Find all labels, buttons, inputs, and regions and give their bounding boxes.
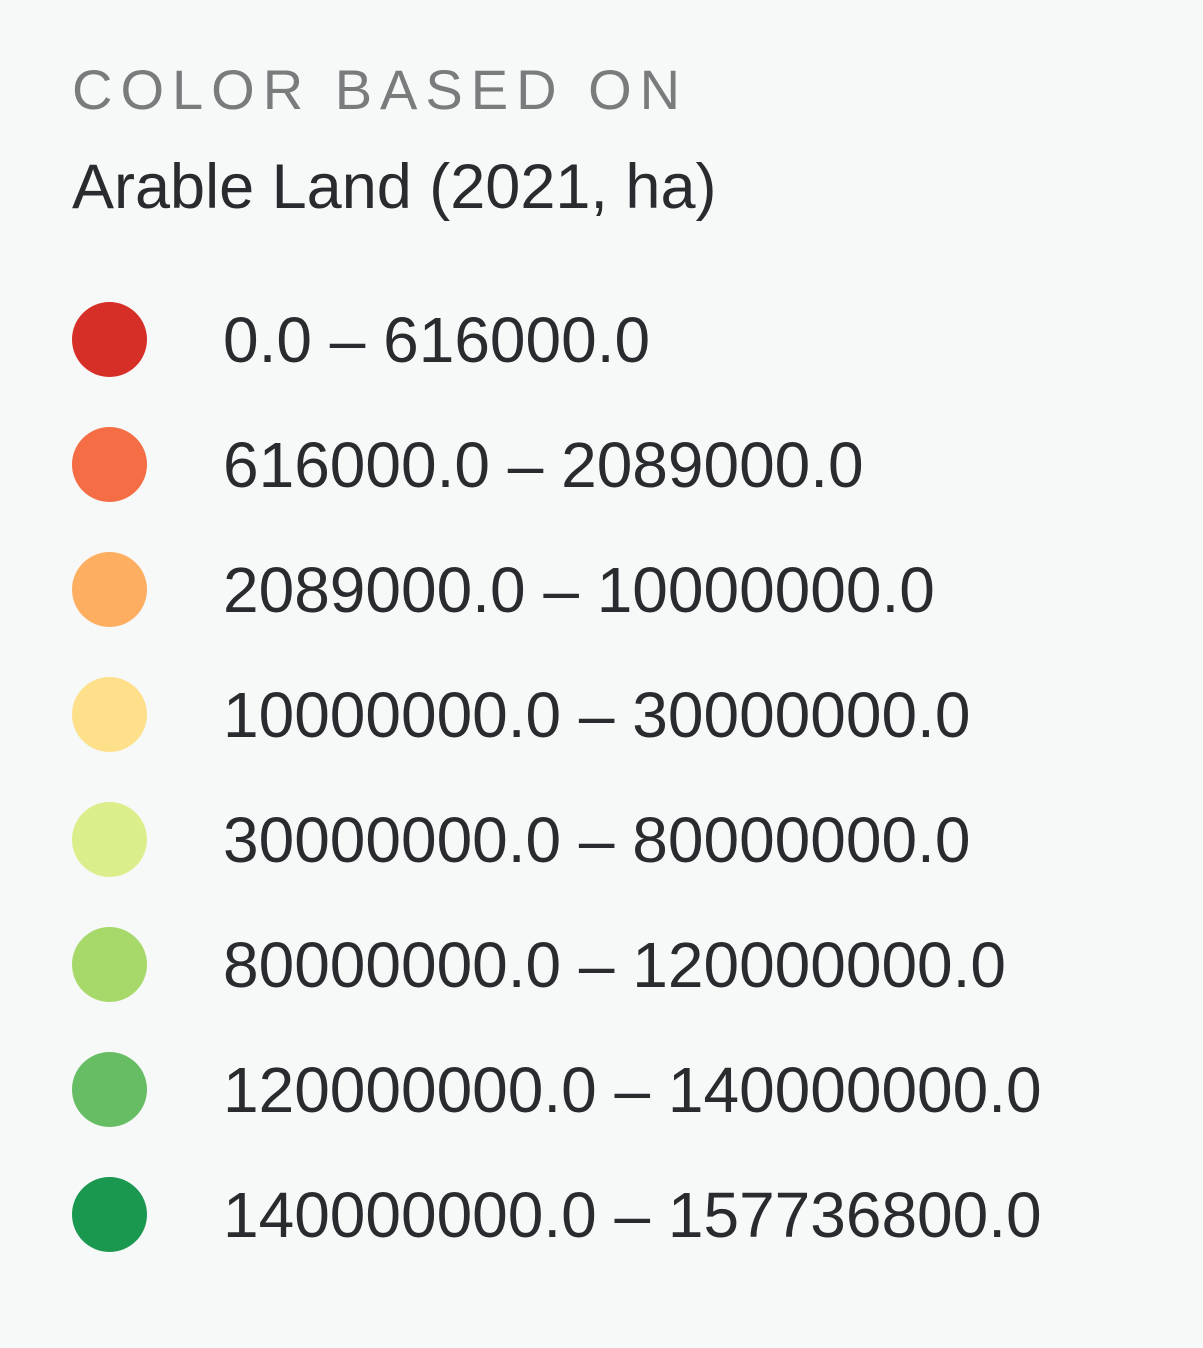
legend-item: 0.0 – 616000.0	[72, 277, 1182, 402]
color-swatch-icon	[72, 552, 147, 627]
color-swatch-icon	[72, 1052, 147, 1127]
range-label: 0.0 – 616000.0	[223, 303, 651, 376]
legend-title: Arable Land (2021, ha)	[72, 152, 717, 222]
color-swatch-icon	[72, 302, 147, 377]
legend-item: 2089000.0 – 10000000.0	[72, 527, 1182, 652]
range-label: 120000000.0 – 140000000.0	[223, 1053, 1042, 1126]
color-swatch-icon	[72, 1177, 147, 1252]
legend-item: 616000.0 – 2089000.0	[72, 402, 1182, 527]
legend-item: 140000000.0 – 157736800.0	[72, 1152, 1182, 1277]
color-swatch-icon	[72, 677, 147, 752]
color-swatch-icon	[72, 802, 147, 877]
color-swatch-icon	[72, 927, 147, 1002]
legend-item: 80000000.0 – 120000000.0	[72, 902, 1182, 1027]
legend-item: 30000000.0 – 80000000.0	[72, 777, 1182, 902]
legend-items: 0.0 – 616000.0 616000.0 – 2089000.0 2089…	[72, 277, 1182, 1277]
range-label: 80000000.0 – 120000000.0	[223, 928, 1006, 1001]
color-swatch-icon	[72, 427, 147, 502]
range-label: 10000000.0 – 30000000.0	[223, 678, 971, 751]
legend-header: COLOR BASED ON	[72, 58, 689, 121]
range-label: 2089000.0 – 10000000.0	[223, 553, 935, 626]
legend-item: 10000000.0 – 30000000.0	[72, 652, 1182, 777]
range-label: 140000000.0 – 157736800.0	[223, 1178, 1042, 1251]
legend-item: 120000000.0 – 140000000.0	[72, 1027, 1182, 1152]
range-label: 30000000.0 – 80000000.0	[223, 803, 971, 876]
range-label: 616000.0 – 2089000.0	[223, 428, 864, 501]
color-legend: COLOR BASED ON Arable Land (2021, ha) 0.…	[72, 56, 1182, 1277]
